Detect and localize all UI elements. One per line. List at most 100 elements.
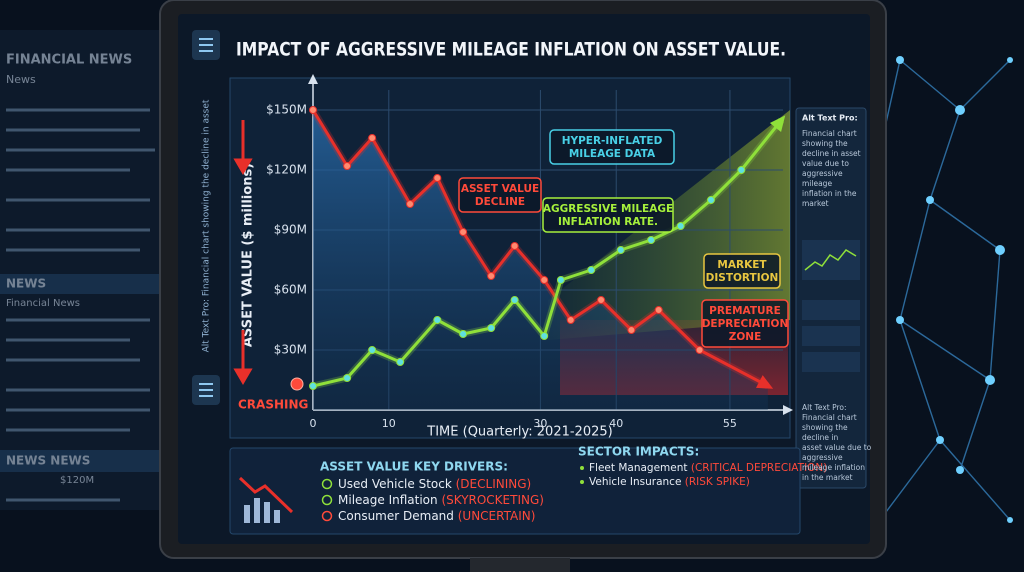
y-tick-label: $90M xyxy=(274,223,307,237)
series-point xyxy=(368,346,377,354)
series-point xyxy=(459,330,468,338)
y-tick-label: $30M xyxy=(274,343,307,357)
y-tick-label: $60M xyxy=(274,283,307,297)
right-panel-text: aggressive xyxy=(802,169,843,178)
status-dot xyxy=(290,377,304,391)
annotation-text: DECLINE xyxy=(475,196,525,208)
x-tick-label: 40 xyxy=(609,417,623,430)
driver-icon xyxy=(321,478,333,490)
menu-icon xyxy=(199,38,213,52)
annotation-box xyxy=(549,129,675,165)
series-point xyxy=(343,374,352,382)
down-arrows xyxy=(233,120,253,385)
series-point xyxy=(540,276,549,284)
driver-status: (SKYROCKETING) xyxy=(441,493,544,507)
news-item: $120M xyxy=(60,475,94,486)
right-panel-footer: showing the xyxy=(802,423,848,432)
series-point xyxy=(706,196,715,204)
annotation-box xyxy=(703,253,781,289)
driver-icon xyxy=(321,494,333,506)
series-point xyxy=(487,324,496,332)
right-panel-footer: mileage inflation xyxy=(802,463,865,472)
side-alt-text: Alt Text Pro: Financial chart showing th… xyxy=(202,99,212,352)
news-bar xyxy=(0,450,160,472)
annotation-text: DEPRECIATION xyxy=(702,318,789,330)
annotation-text: MARKET xyxy=(717,259,767,271)
y-axis-arrow xyxy=(308,74,318,84)
driver-status: (DECLINING) xyxy=(456,477,532,491)
driver-item: Mileage Inflation (SKYROCKETING) xyxy=(338,493,544,507)
sector-item: Vehicle Insurance (RISK SPIKE) xyxy=(589,476,750,488)
series-point xyxy=(540,332,549,340)
series-point xyxy=(597,296,606,304)
series-point xyxy=(406,200,415,208)
annotation-box xyxy=(701,299,789,348)
news-item: NEWS NEWS xyxy=(6,454,90,468)
x-tick-label: 10 xyxy=(382,417,396,430)
series-point xyxy=(616,246,625,254)
annotation-text: DISTORTION xyxy=(706,272,779,284)
news-title: FINANCIAL NEWS xyxy=(6,53,132,68)
x-tick-label: 30 xyxy=(533,417,547,430)
sector-label: Vehicle Insurance xyxy=(589,476,681,488)
series-area xyxy=(313,110,768,410)
series-point xyxy=(647,236,656,244)
menu-icon xyxy=(199,383,213,397)
right-panel-footer: Financial chart xyxy=(802,413,857,422)
series-point xyxy=(459,228,468,236)
series-point xyxy=(566,316,575,324)
series-point xyxy=(737,166,746,174)
annotation-text: PREMATURE xyxy=(709,305,781,317)
driver-label: Used Vehicle Stock xyxy=(338,477,452,491)
news-item: NEWS xyxy=(6,277,46,291)
sectors-title: SECTOR IMPACTS: xyxy=(578,445,699,459)
right-panel-text: Financial chart xyxy=(802,129,857,138)
series-point xyxy=(368,134,377,142)
news-item: News xyxy=(6,73,36,86)
series-point xyxy=(695,346,704,354)
series-point xyxy=(587,266,596,274)
driver-status: (UNCERTAIN) xyxy=(458,509,536,523)
series-point xyxy=(487,272,496,280)
x-tick-label: 55 xyxy=(723,417,737,430)
right-panel-header: Alt Text Pro: xyxy=(802,114,858,123)
drivers-title: ASSET VALUE KEY DRIVERS: xyxy=(320,460,508,474)
news-panel-bg xyxy=(0,30,160,510)
right-panel-text: value due to xyxy=(802,159,849,168)
annotation-text: AGGRESSIVE MILEAGE xyxy=(543,203,673,215)
monitor-stand xyxy=(470,558,570,572)
sector-status: (CRITICAL DEPRECIATION) xyxy=(691,462,828,474)
sector-item: Fleet Management (CRITICAL DEPRECIATION) xyxy=(589,462,827,474)
driver-label: Mileage Inflation xyxy=(338,493,438,507)
right-panel-footer: aggressive xyxy=(802,453,843,462)
driver-item: Consumer Demand (UNCERTAIN) xyxy=(338,509,535,523)
x-axis-label: TIME (Quarterly: 2021-2025) xyxy=(426,425,612,440)
series-point xyxy=(309,382,317,390)
annotation-text: INFLATION RATE. xyxy=(558,216,658,228)
series-point xyxy=(343,162,352,170)
annotation-box xyxy=(542,197,674,233)
right-panel-widgets xyxy=(802,240,860,372)
annotation-text: ASSET VALUE xyxy=(461,183,539,195)
news-item: Financial News xyxy=(6,298,80,309)
right-panel-footer: decline in xyxy=(802,433,839,442)
series-point xyxy=(556,276,565,284)
series-point xyxy=(676,222,685,230)
x-axis-arrow xyxy=(783,405,793,415)
series-point xyxy=(433,174,442,182)
drivers-icon xyxy=(238,476,294,523)
sector-status: (RISK SPIKE) xyxy=(685,476,750,488)
x-tick-label: 0 xyxy=(310,417,317,430)
series-point xyxy=(510,242,519,250)
news-panel: FINANCIAL NEWS News NEWS Financial News … xyxy=(0,30,160,510)
news-bar xyxy=(0,274,160,294)
network-nodes xyxy=(877,56,1013,523)
right-panel-footer: Alt Text Pro: xyxy=(802,403,847,412)
status-label: CRASHING xyxy=(238,398,308,412)
sector-label: Fleet Management xyxy=(589,462,688,474)
sector-bullet xyxy=(580,480,584,484)
annotation-text: HYPER-INFLATED xyxy=(562,135,663,147)
right-panel-text: mileage xyxy=(802,179,832,188)
